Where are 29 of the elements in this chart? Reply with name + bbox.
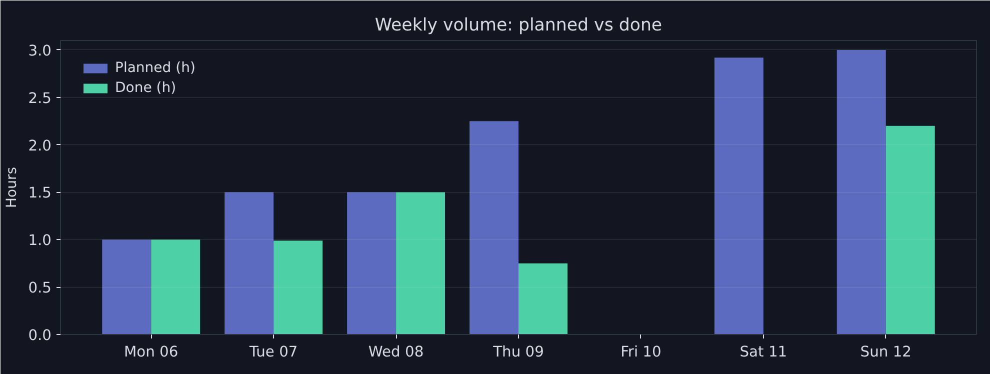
x-tick-label: Fri 10 — [620, 344, 662, 360]
x-tick-label: Mon 06 — [124, 344, 178, 360]
x-tick-label: Thu 09 — [492, 344, 544, 360]
y-tick-label: 1.5 — [28, 184, 52, 202]
legend-label: Planned (h) — [115, 60, 196, 76]
bar — [274, 240, 323, 334]
y-axis-title: Hours — [4, 166, 20, 208]
bar — [836, 50, 886, 334]
legend-label: Done (h) — [115, 80, 176, 96]
bar — [470, 121, 518, 334]
y-tick-label: 2.0 — [28, 137, 52, 154]
x-tick-label: Tue 07 — [248, 344, 298, 360]
bar — [102, 240, 152, 334]
y-tick-label: 0.5 — [28, 280, 52, 297]
y-tick-label: 2.5 — [28, 90, 52, 107]
bar — [518, 263, 568, 334]
bar — [224, 192, 274, 334]
y-tick-label: 3.0 — [28, 42, 52, 60]
bar — [347, 192, 396, 334]
y-tick-label: 0.0 — [28, 327, 52, 344]
chart-title: Weekly volume: planned vs done — [374, 16, 662, 36]
bar — [151, 240, 200, 334]
x-tick-label: Wed 08 — [368, 344, 424, 360]
y-tick-label: 1.0 — [28, 232, 52, 250]
bar — [714, 58, 764, 334]
bar — [396, 192, 446, 334]
x-tick-label: Sun 12 — [860, 344, 912, 360]
x-tick-label: Sat 11 — [740, 344, 788, 360]
bar — [886, 126, 935, 334]
